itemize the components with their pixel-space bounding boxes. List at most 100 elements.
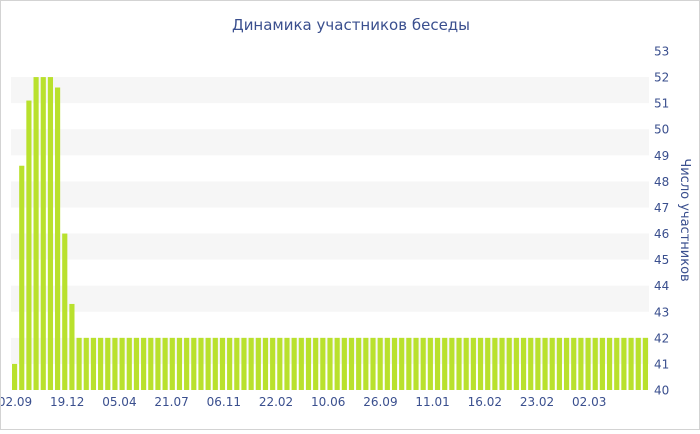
bar <box>635 337 641 390</box>
bar <box>341 337 347 390</box>
bar <box>363 337 369 390</box>
bar <box>571 337 577 390</box>
bar <box>621 337 627 390</box>
bar <box>176 337 183 390</box>
y-tick-label: 40 <box>654 384 669 398</box>
bar <box>477 337 484 390</box>
bar <box>384 337 390 390</box>
y-tick-label: 49 <box>654 149 669 163</box>
bar <box>492 337 498 390</box>
grid-band <box>11 233 649 260</box>
bar <box>463 337 469 390</box>
bar <box>184 337 190 390</box>
x-tick-label: 02.03 <box>572 395 606 409</box>
bar <box>126 337 132 390</box>
bar <box>284 337 290 390</box>
y-tick-label: 50 <box>654 123 669 137</box>
chart-title: Динамика участников беседы <box>232 16 470 34</box>
bar <box>348 337 355 390</box>
bar <box>470 337 476 390</box>
bar <box>420 337 426 390</box>
bar <box>212 337 218 390</box>
bar <box>55 87 61 390</box>
bar <box>427 337 433 390</box>
bar <box>90 337 97 390</box>
bar <box>578 337 584 390</box>
y-tick-label: 48 <box>654 175 669 189</box>
bar <box>298 337 304 390</box>
grid-band <box>11 129 649 156</box>
bar <box>155 337 161 390</box>
bar <box>356 337 362 390</box>
bar <box>76 337 82 390</box>
bars <box>12 77 648 391</box>
bar <box>327 337 333 390</box>
bar <box>19 165 25 390</box>
bar <box>549 337 555 390</box>
bar <box>456 337 462 390</box>
bar <box>592 337 598 390</box>
bar <box>599 337 605 390</box>
bar <box>277 337 283 390</box>
x-tick-label: 23.02 <box>520 395 554 409</box>
bar <box>69 303 75 390</box>
bar <box>227 337 233 390</box>
grid-bands <box>11 77 649 364</box>
bar <box>62 233 68 390</box>
x-tick-label: 11.01 <box>415 395 449 409</box>
bar <box>334 337 340 390</box>
bar <box>255 337 261 390</box>
y-axis-ticks: 40 41 42 43 44 45 46 47 48 49 50 51 52 53 <box>654 45 669 398</box>
y-tick-label: 43 <box>654 305 669 319</box>
y-tick-label: 42 <box>654 331 669 345</box>
bar <box>169 337 175 390</box>
x-tick-label: 06.11 <box>207 395 241 409</box>
bar <box>399 337 405 390</box>
bar <box>219 337 226 390</box>
y-tick-label: 44 <box>654 279 669 293</box>
bar <box>449 337 455 390</box>
grid-band <box>11 285 649 312</box>
y-tick-label: 47 <box>654 201 669 215</box>
bar <box>413 337 419 390</box>
bar <box>26 100 32 391</box>
bar <box>535 337 541 390</box>
bar <box>47 77 54 390</box>
x-tick-label: 16.02 <box>468 395 502 409</box>
bar <box>585 337 591 390</box>
bar <box>513 337 519 390</box>
bar <box>528 337 534 390</box>
bar <box>542 337 548 390</box>
bar <box>391 337 398 390</box>
x-tick-label: 19.12 <box>50 395 84 409</box>
bar <box>320 337 326 390</box>
y-tick-label: 45 <box>654 253 669 267</box>
y-tick-label: 51 <box>654 97 669 111</box>
bar <box>133 337 140 390</box>
y-tick-label: 41 <box>654 357 669 371</box>
bar <box>191 337 197 390</box>
x-tick-label: 21.07 <box>154 395 188 409</box>
bar <box>119 337 125 390</box>
bar <box>98 337 104 390</box>
bar <box>370 337 376 390</box>
x-tick-label: 05.04 <box>102 395 136 409</box>
bar <box>162 337 168 390</box>
bar <box>248 337 254 390</box>
bar <box>291 337 297 390</box>
bar <box>499 337 505 390</box>
bar <box>148 337 154 390</box>
y-tick-label: 52 <box>654 71 669 85</box>
bar <box>506 337 512 390</box>
x-tick-label: 26.09 <box>363 395 397 409</box>
bar <box>442 337 448 390</box>
bar <box>313 337 319 390</box>
x-axis-ticks: 02.09 19.12 05.04 21.07 06.11 22.02 10.06 26.09… <box>0 395 606 409</box>
bar <box>434 337 441 390</box>
grid-band <box>11 181 649 208</box>
bar <box>406 337 412 390</box>
bar <box>205 337 211 390</box>
y-tick-label: 53 <box>654 45 669 59</box>
